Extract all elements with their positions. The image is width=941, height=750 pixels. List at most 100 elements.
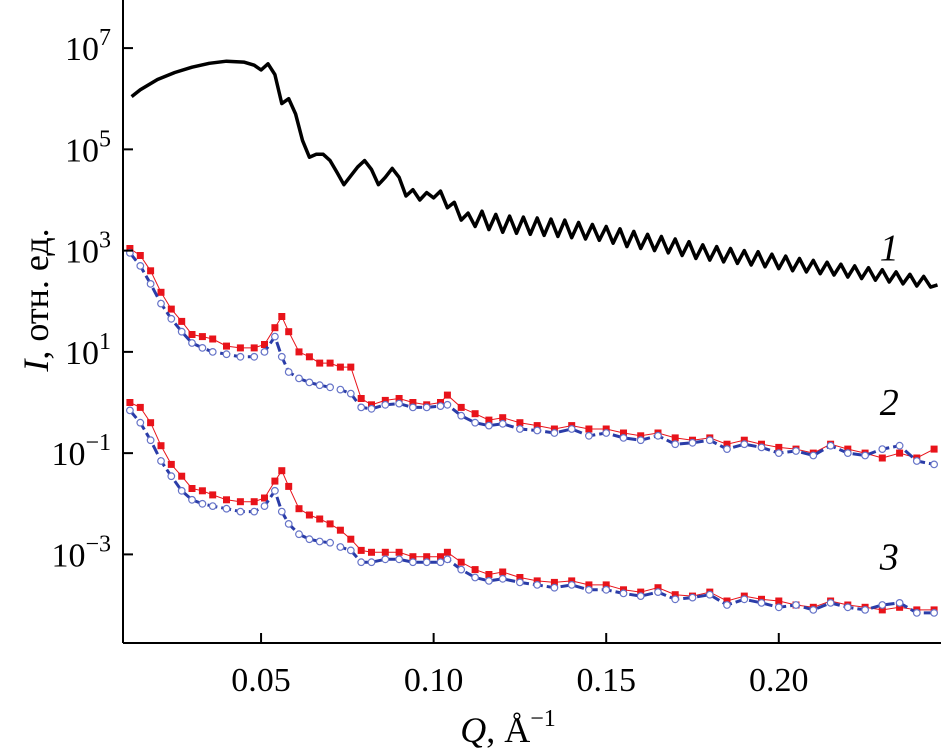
data-point-2-exp-12 bbox=[261, 341, 268, 348]
data-point-2-fit-47 bbox=[740, 440, 749, 449]
data-point-3-fit-22 bbox=[357, 558, 366, 567]
data-point-2-exp-47 bbox=[740, 436, 748, 444]
data-point-2-fit-49 bbox=[774, 449, 783, 458]
data-point-2-exp-53 bbox=[844, 445, 852, 453]
data-point-3-fit-23 bbox=[367, 558, 376, 567]
data-point-2-exp-38 bbox=[585, 425, 593, 433]
data-point-3-fit-51 bbox=[809, 606, 818, 614]
data-point-3-fit-8 bbox=[208, 502, 217, 511]
data-point-2-fit-37 bbox=[567, 425, 576, 433]
data-point-3-fit-48 bbox=[757, 599, 766, 607]
data-point-2-fit-16 bbox=[295, 374, 303, 383]
data-point-2-exp-0 bbox=[126, 245, 134, 252]
data-point-3-fit-45 bbox=[705, 590, 714, 599]
data-point-2-fit-33 bbox=[498, 419, 507, 428]
series-line-3-exp bbox=[129, 402, 935, 611]
data-point-2-fit-23 bbox=[367, 404, 376, 413]
data-point-3-exp-8 bbox=[209, 491, 217, 499]
data-point-3-exp-29 bbox=[443, 548, 451, 556]
data-point-3-exp-2 bbox=[147, 419, 155, 427]
data-point-2-exp-2 bbox=[147, 267, 155, 275]
data-point-3-fit-1 bbox=[136, 418, 145, 427]
data-point-2-fit-22 bbox=[357, 403, 366, 412]
data-point-2-exp-30 bbox=[457, 403, 465, 411]
data-point-3-fit-43 bbox=[671, 595, 680, 604]
data-point-2-fit-55 bbox=[878, 445, 887, 454]
y-axis-unit: отн. ед. bbox=[16, 228, 56, 341]
data-point-2-fit-30 bbox=[457, 411, 466, 420]
data-point-2-exp-22 bbox=[357, 395, 365, 402]
data-point-3-fit-11 bbox=[250, 507, 259, 516]
data-point-2-fit-44 bbox=[688, 438, 697, 447]
data-point-3-fit-40 bbox=[619, 589, 628, 598]
data-point-2-fit-42 bbox=[654, 431, 662, 440]
data-point-3-fit-46 bbox=[723, 601, 731, 609]
data-point-2-fit-15 bbox=[284, 368, 293, 376]
data-point-3-exp-56 bbox=[896, 603, 904, 611]
data-point-3-exp-22 bbox=[357, 546, 365, 554]
data-point-3-fit-16 bbox=[295, 530, 303, 539]
series-2-fit bbox=[125, 248, 938, 469]
data-point-3-exp-38 bbox=[585, 581, 593, 589]
data-point-3-fit-34 bbox=[516, 578, 524, 587]
x-ticks: 0.05 0.10 0.15 0.20 bbox=[231, 633, 809, 699]
curve-labels: 1 2 3 bbox=[879, 228, 899, 579]
data-point-2-exp-56 bbox=[896, 449, 904, 457]
data-point-3-exp-49 bbox=[775, 597, 783, 605]
data-point-2-fit-28 bbox=[436, 402, 445, 411]
data-point-2-fit-27 bbox=[422, 403, 431, 412]
data-point-3-fit-12 bbox=[260, 502, 269, 511]
data-point-3-exp-55 bbox=[878, 606, 886, 614]
data-point-2-fit-20 bbox=[336, 385, 345, 394]
data-point-2-fit-8 bbox=[208, 348, 217, 356]
data-point-3-fit-27 bbox=[422, 558, 431, 567]
data-point-3-fit-57 bbox=[912, 609, 921, 617]
data-point-2-exp-15 bbox=[285, 328, 293, 336]
data-point-2-fit-54 bbox=[861, 451, 869, 460]
data-point-3-fit-47 bbox=[740, 595, 749, 604]
y-tick-label-1: 105 bbox=[65, 126, 111, 169]
data-point-3-fit-50 bbox=[792, 601, 800, 609]
data-point-3-fit-19 bbox=[326, 538, 335, 547]
data-point-2-fit-39 bbox=[602, 429, 611, 437]
y-tick-label-2: 103 bbox=[65, 228, 111, 271]
data-point-3-fit-14 bbox=[277, 507, 286, 516]
data-point-3-exp-17 bbox=[305, 511, 313, 519]
data-point-3-exp-31 bbox=[471, 566, 479, 574]
data-point-3-exp-27 bbox=[423, 553, 431, 561]
data-point-2-exp-1 bbox=[136, 252, 144, 259]
data-point-3-fit-5 bbox=[177, 486, 186, 495]
curve-label-2: 2 bbox=[880, 382, 899, 424]
data-point-3-exp-26 bbox=[409, 553, 417, 561]
data-point-3-exp-16 bbox=[295, 505, 303, 513]
data-point-2-exp-32 bbox=[485, 416, 493, 424]
data-point-3-exp-35 bbox=[533, 577, 541, 585]
data-point-2-fit-57 bbox=[912, 457, 921, 465]
series-line-2-exp bbox=[129, 248, 935, 459]
data-point-3-exp-28 bbox=[437, 553, 444, 561]
data-point-3-exp-0 bbox=[126, 399, 134, 406]
data-point-3-fit-26 bbox=[409, 558, 417, 567]
data-point-3-exp-7 bbox=[198, 487, 206, 495]
data-point-2-fit-3 bbox=[157, 299, 165, 308]
data-point-3-fit-21 bbox=[346, 546, 355, 555]
data-point-3-fit-9 bbox=[222, 504, 231, 513]
series-layer bbox=[125, 59, 939, 617]
data-point-3-fit-13 bbox=[271, 486, 279, 495]
data-point-2-exp-40 bbox=[620, 429, 627, 437]
data-point-3-fit-20 bbox=[336, 543, 345, 551]
data-point-2-exp-7 bbox=[198, 333, 206, 341]
x-tick-label-0: 0.05 bbox=[231, 662, 291, 699]
data-point-3-fit-24 bbox=[381, 555, 390, 564]
data-point-2-exp-6 bbox=[188, 331, 196, 338]
data-point-3-fit-25 bbox=[395, 555, 404, 564]
data-point-3-exp-23 bbox=[368, 548, 375, 556]
data-point-3-fit-33 bbox=[498, 574, 507, 583]
data-point-2-exp-36 bbox=[550, 425, 558, 433]
data-point-2-exp-49 bbox=[775, 443, 783, 451]
data-point-3-exp-6 bbox=[188, 485, 196, 492]
data-point-3-exp-41 bbox=[637, 588, 645, 596]
data-point-3-exp-15 bbox=[285, 482, 293, 490]
data-point-2-exp-9 bbox=[223, 342, 230, 350]
data-point-3-fit-49 bbox=[774, 603, 783, 612]
